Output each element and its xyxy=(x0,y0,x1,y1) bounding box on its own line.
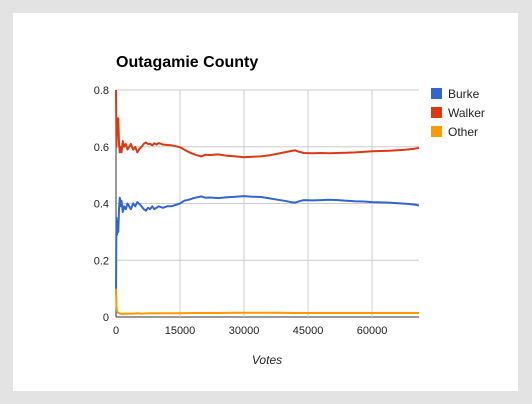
x-tick-label: 45000 xyxy=(293,325,324,337)
x-tick-label: 15000 xyxy=(165,325,196,337)
legend-swatch-burke xyxy=(431,88,442,99)
x-tick-label: 30000 xyxy=(229,325,260,337)
legend-swatch-walker xyxy=(431,107,442,118)
y-tick-label: 0.6 xyxy=(94,142,109,154)
legend-label-burke: Burke xyxy=(448,87,480,101)
y-tick-label: 0.8 xyxy=(94,85,109,97)
y-tick-label: 0.2 xyxy=(94,255,109,267)
series-line-burke xyxy=(115,195,420,295)
y-tick-label: 0 xyxy=(103,312,109,324)
chart-card: Outagamie County 0 0.2 0.4 0.6 0.8 0 15000 3000… xyxy=(13,13,518,391)
legend-label-other: Other xyxy=(448,125,478,139)
series-line-walker xyxy=(115,89,420,159)
x-tick-label: 60000 xyxy=(357,325,388,337)
y-tick-label: 0.4 xyxy=(94,199,109,211)
x-axis-label: Votes xyxy=(252,353,282,367)
legend-swatch-other xyxy=(431,126,442,137)
line-chart: Outagamie County 0 0.2 0.4 0.6 0.8 0 15000 3000… xyxy=(94,54,485,367)
series-line-other xyxy=(115,288,419,315)
chart-title: Outagamie County xyxy=(116,54,258,71)
x-tick-label: 0 xyxy=(113,325,119,337)
legend-label-walker: Walker xyxy=(448,106,485,120)
